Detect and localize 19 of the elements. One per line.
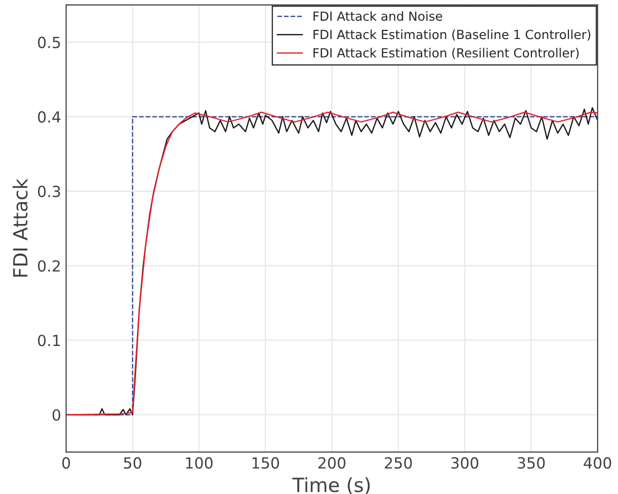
y-tick-label: 0 xyxy=(52,409,60,421)
x-tick-label: 100 xyxy=(186,457,213,469)
legend-label: FDI Attack Estimation (Baseline 1 Controller) xyxy=(314,30,590,41)
legend-label: FDI Attack Estimation (Resilient Controller) xyxy=(314,48,579,60)
x-tick-label: 250 xyxy=(384,457,412,469)
y-tick-label: 0.1 xyxy=(38,334,60,346)
y-axis-title: FDI Attack xyxy=(12,178,28,277)
y-tick-label: 0.2 xyxy=(38,260,60,272)
x-tick-label: 0 xyxy=(62,457,70,469)
legend-label: FDI Attack and Noise xyxy=(314,11,442,21)
y-tick-label: 0.3 xyxy=(38,186,60,198)
x-tick-label: 150 xyxy=(252,457,279,469)
x-tick-label: 400 xyxy=(584,457,612,469)
y-tick-label: 0.4 xyxy=(38,111,60,123)
y-tick-label: 0.5 xyxy=(38,36,60,48)
x-tick-label: 200 xyxy=(318,457,346,469)
x-tick-label: 50 xyxy=(124,457,142,469)
x-tick-label: 350 xyxy=(518,457,545,469)
x-tick-label: 300 xyxy=(451,457,478,469)
